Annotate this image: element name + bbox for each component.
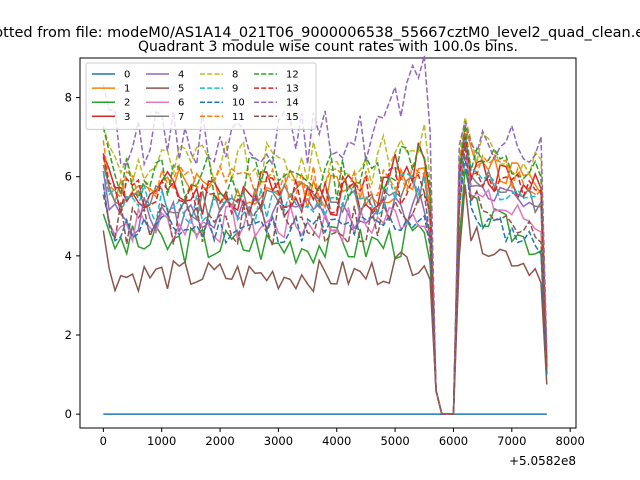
legend-label-4: 4 bbox=[178, 70, 184, 81]
legend-label-7: 7 bbox=[178, 112, 184, 123]
x-offset-label: +5.0582e8 bbox=[509, 454, 576, 468]
series-line-5 bbox=[102, 184, 548, 415]
series-layer bbox=[102, 55, 548, 415]
legend-label-5: 5 bbox=[178, 84, 184, 95]
x-tick-label: 7000 bbox=[497, 434, 526, 448]
y-tick-label: 2 bbox=[65, 328, 72, 342]
series-line-13 bbox=[102, 136, 548, 415]
x-axis: 0 1000 2000 3000 4000 5000 6000 7000 8000 bbox=[100, 428, 585, 448]
series-line-15 bbox=[102, 145, 548, 415]
legend-label-13: 13 bbox=[286, 84, 299, 95]
legend-label-1: 1 bbox=[124, 84, 130, 95]
legend-label-10: 10 bbox=[232, 98, 245, 109]
y-tick-label: 4 bbox=[65, 249, 72, 263]
legend-label-0: 0 bbox=[124, 70, 130, 81]
x-tick-label: 4000 bbox=[322, 434, 351, 448]
x-tick-label: 5000 bbox=[380, 434, 409, 448]
x-tick-label: 3000 bbox=[264, 434, 293, 448]
legend-label-3: 3 bbox=[124, 112, 130, 123]
legend-label-15: 15 bbox=[286, 112, 299, 123]
x-tick-label: 1000 bbox=[147, 434, 176, 448]
legend-label-12: 12 bbox=[286, 70, 299, 81]
legend-label-6: 6 bbox=[178, 98, 184, 109]
chart-title: Quadrant 3 module wise count rates with … bbox=[138, 39, 518, 55]
legend-frame bbox=[85, 62, 317, 130]
series-line-10 bbox=[102, 156, 548, 415]
x-tick-label: 8000 bbox=[556, 434, 585, 448]
legend-label-11: 11 bbox=[232, 112, 245, 123]
legend-label-2: 2 bbox=[124, 98, 130, 109]
series-line-9 bbox=[102, 136, 548, 415]
y-tick-label: 8 bbox=[65, 91, 72, 105]
x-tick-label: 6000 bbox=[439, 434, 468, 448]
y-axis: 0 2 4 6 8 bbox=[65, 91, 80, 421]
chart-suptitle: Plotted from file: modeM0/AS1A14_021T06_… bbox=[0, 25, 640, 41]
legend-label-9: 9 bbox=[232, 84, 238, 95]
x-tick-label: 0 bbox=[100, 434, 107, 448]
series-line-1 bbox=[102, 125, 548, 415]
series-line-3 bbox=[102, 133, 548, 415]
y-tick-label: 6 bbox=[65, 170, 72, 184]
series-line-14 bbox=[102, 55, 548, 415]
series-line-12 bbox=[102, 125, 548, 415]
legend-label-8: 8 bbox=[232, 70, 238, 81]
y-tick-label: 0 bbox=[65, 407, 72, 421]
legend-label-14: 14 bbox=[286, 98, 299, 109]
x-tick-label: 2000 bbox=[205, 434, 234, 448]
